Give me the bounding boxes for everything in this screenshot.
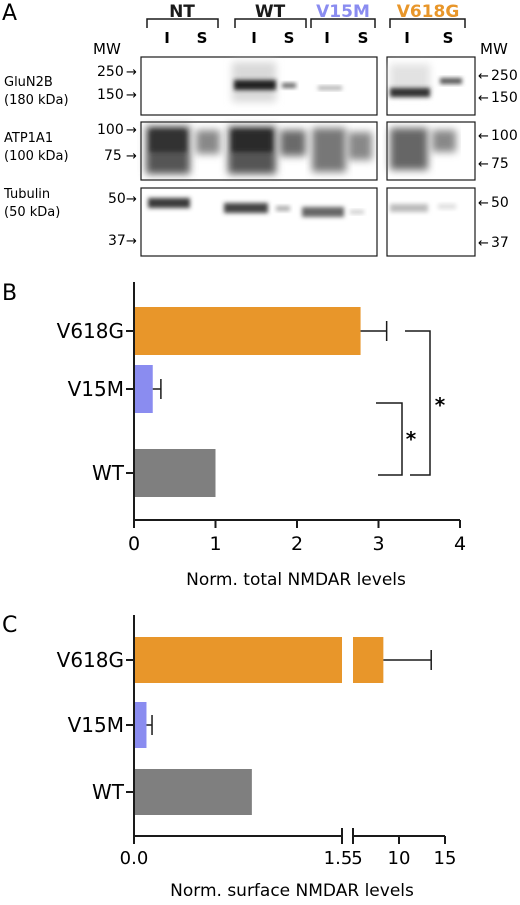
x-tick-label: 15	[434, 848, 457, 869]
arrow-icon: →	[126, 123, 137, 138]
arrow-icon: →	[126, 88, 137, 103]
lane-label: S	[197, 29, 208, 47]
lane-label: S	[443, 29, 454, 47]
marker-right: 75	[491, 156, 509, 172]
blot-glun2b: GluN2B (180 kDa) 250 150 → → ← ← 250 150	[4, 56, 518, 116]
x-axis-label: Norm. total NMDAR levels	[186, 570, 406, 590]
blot-size: (180 kDa)	[4, 93, 69, 108]
marker-right: 250	[491, 68, 518, 84]
bar	[135, 769, 252, 815]
significance-bracket	[405, 330, 431, 476]
significance-star: *	[406, 427, 417, 451]
group-header-v618g: V618G	[389, 2, 466, 28]
arrow-icon: ←	[478, 236, 489, 251]
marker-right: 150	[491, 90, 518, 106]
lane-label: S	[284, 29, 295, 47]
blot-tubulin: Tubulin (50 kDa) 50 37 → → ← ← 50 37	[3, 187, 509, 257]
arrow-icon: →	[126, 234, 137, 249]
marker-right: 50	[491, 195, 509, 211]
bar	[135, 365, 153, 413]
x-tick-label: 10	[388, 848, 411, 869]
panel-c-letter: C	[2, 613, 17, 638]
lane-label: I	[404, 29, 410, 47]
blot-name: GluN2B	[4, 75, 53, 90]
marker-left: 100	[97, 122, 124, 138]
arrow-icon: ←	[478, 69, 489, 84]
category-label: WT	[92, 780, 125, 804]
lane-label: I	[251, 29, 257, 47]
arrow-icon: ←	[478, 157, 489, 172]
bar	[135, 637, 342, 683]
panel-a-letter: A	[2, 1, 17, 26]
lane-label: I	[164, 29, 170, 47]
x-tick-label: 0	[128, 533, 140, 555]
lane-label: S	[358, 29, 369, 47]
group-label-nt: NT	[169, 2, 195, 22]
x-tick-label: 1.5	[324, 848, 353, 869]
arrow-icon: ←	[478, 196, 489, 211]
group-label-v618g: V618G	[397, 2, 460, 22]
chart-total-nmdar: V618G V15M WT 0 1 2 3 4 Norm. total NMDAR levels…	[57, 282, 466, 590]
marker-right: 37	[491, 235, 509, 251]
category-label: V15M	[68, 713, 124, 737]
blot-atp1a1: ATP1A1 (100 kDa) 100 75 → → ← ← 100 75	[4, 121, 518, 181]
bar	[135, 307, 361, 355]
blot-name: ATP1A1	[4, 131, 53, 146]
mw-header-left: MW	[93, 40, 121, 58]
x-tick-label: 5	[351, 848, 362, 869]
x-tick-label: 3	[372, 533, 384, 555]
group-label-wt: WT	[255, 2, 286, 22]
x-tick-label: 2	[291, 533, 303, 555]
marker-right: 100	[491, 128, 518, 144]
x-axis-label: Norm. surface NMDAR levels	[170, 881, 414, 901]
category-label: V15M	[68, 377, 124, 401]
category-label: V618G	[57, 648, 124, 672]
marker-left: 150	[97, 87, 124, 103]
x-tick-label: 4	[454, 533, 466, 555]
group-header-wt: WT	[234, 2, 307, 28]
category-label: WT	[92, 461, 125, 485]
marker-left: 50	[108, 191, 126, 207]
panel-b-letter: B	[2, 281, 17, 306]
arrow-icon: ←	[478, 129, 489, 144]
bar	[353, 637, 384, 683]
x-tick-label: 0.0	[120, 848, 149, 869]
marker-left: 250	[97, 64, 124, 80]
category-label: V618G	[57, 319, 124, 343]
significance-star: *	[435, 393, 446, 417]
chart-surface-nmdar: V618G V15M WT 0.0 1.55 10 15 Norm. surface NMDA…	[57, 615, 457, 901]
arrow-icon: ←	[478, 91, 489, 106]
arrow-icon: →	[126, 65, 137, 80]
x-tick-label: 1	[209, 533, 221, 555]
blot-size: (100 kDa)	[4, 149, 69, 164]
group-header-v15m: V15M	[310, 2, 376, 28]
blot-size: (50 kDa)	[4, 205, 60, 220]
significance-bracket	[376, 402, 403, 476]
marker-left: 75	[104, 148, 122, 164]
blot-name: Tubulin	[3, 187, 50, 202]
mw-header-right: MW	[480, 40, 508, 58]
group-label-v15m: V15M	[316, 2, 370, 22]
bar	[135, 702, 147, 748]
marker-left: 37	[108, 233, 126, 249]
bar	[135, 449, 216, 497]
lane-label: I	[324, 29, 330, 47]
arrow-icon: →	[126, 149, 137, 164]
group-header-nt: NT	[146, 2, 219, 28]
arrow-icon: →	[126, 192, 137, 207]
